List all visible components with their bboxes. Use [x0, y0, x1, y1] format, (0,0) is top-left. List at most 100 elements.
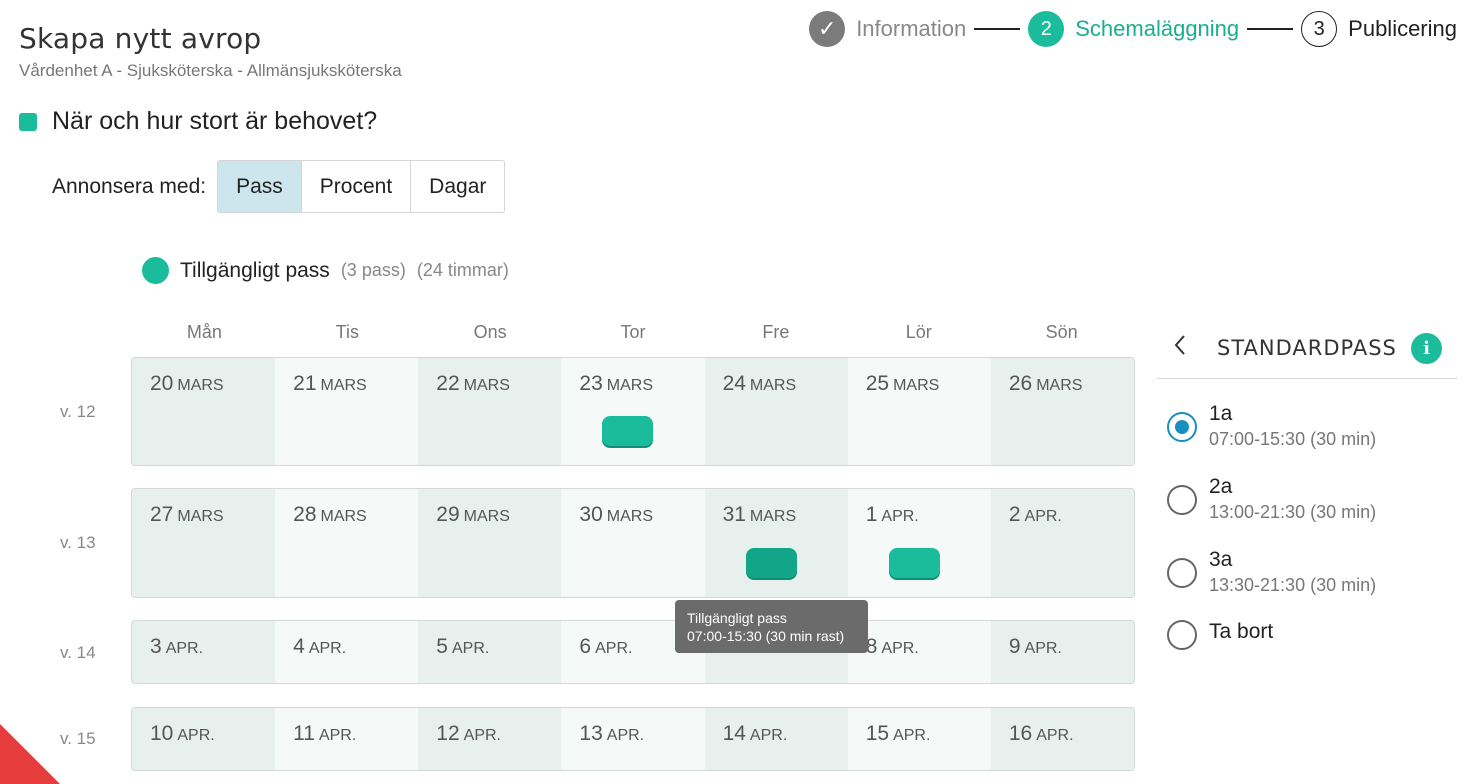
section-heading: När och hur stort är behovet? — [19, 107, 377, 136]
stepper: ✓ Information 2 Schemaläggning 3 Publice… — [809, 11, 1457, 47]
page-subtitle: Vårdenhet A - Sjuksköterska - Allmänsjuk… — [19, 61, 402, 80]
day-header: Mån — [186, 322, 222, 342]
calendar-day-cell[interactable]: 30 MARS — [561, 489, 705, 597]
page-title: Skapa nytt avrop — [19, 22, 262, 55]
calendar-day-cell[interactable]: 29 MARS — [418, 489, 562, 597]
step-number: 2 — [1028, 11, 1065, 47]
week-label: v. 15 — [60, 729, 96, 748]
option-time: 07:00-15:30 (30 min) — [1209, 429, 1377, 449]
option-name: 1a — [1209, 402, 1233, 425]
step-schemalaggning[interactable]: 2 Schemaläggning — [1028, 11, 1239, 47]
standardpass-option-2a[interactable]: 2a 13:00-21:30 (30 min) — [1167, 475, 1376, 523]
day-date: 1 APR. — [865, 503, 919, 526]
calendar-day-cell[interactable]: 25 MARS — [847, 358, 991, 465]
standardpass-panel: STANDARDPASS i 1a 07:00-15:30 (30 min) 2… — [1157, 330, 1457, 650]
day-date: 25 MARS — [865, 372, 940, 395]
step-information[interactable]: ✓ Information — [809, 11, 966, 47]
info-icon[interactable]: i — [1411, 332, 1442, 364]
shift-legend: Tillgängligt pass (3 pass) (24 timmar) — [142, 257, 520, 284]
step-label: Publicering — [1348, 16, 1457, 41]
radio-unchecked[interactable] — [1167, 558, 1197, 588]
day-date: 21 MARS — [293, 372, 367, 395]
week-row: 27 MARS 28 MARS 29 MARS 30 MARS 31 MARS 1 APR. 2 APR. — [131, 488, 1135, 598]
calendar-day-cell[interactable]: 21 MARS — [275, 358, 419, 465]
calendar-day-cell[interactable]: 27 MARS — [132, 489, 276, 597]
calendar-day-cell[interactable]: 16 APR. — [990, 708, 1134, 770]
day-date: 29 MARS — [436, 503, 510, 526]
annonsera-segmented: Pass Procent Dagar — [217, 160, 506, 213]
option-time: 13:30-21:30 (30 min) — [1209, 575, 1377, 595]
week-label: v. 13 — [60, 533, 96, 552]
step-label: Information — [856, 16, 967, 41]
day-header: Sön — [1045, 322, 1078, 342]
radio-checked[interactable] — [1167, 412, 1197, 442]
calendar-day-cell[interactable]: 22 MARS — [418, 358, 562, 465]
section-heading-text: När och hur stort är behovet? — [52, 107, 378, 135]
calendar-day-cell[interactable]: 5 APR. — [418, 621, 562, 683]
day-date: 30 MARS — [579, 503, 654, 526]
calendar-day-cell[interactable]: 14 APR. — [704, 708, 848, 770]
calendar-day-cell[interactable]: 28 MARS — [275, 489, 419, 597]
step-label: Schemaläggning — [1075, 16, 1240, 41]
legend-hours: (24 timmar) — [416, 260, 509, 280]
option-pass-button[interactable]: Pass — [218, 161, 302, 212]
option-name: 2a — [1209, 475, 1233, 498]
calendar-day-cell[interactable]: 26 MARS — [990, 358, 1134, 465]
day-header: Ons — [473, 322, 507, 342]
legend-count: (3 pass) — [340, 260, 406, 280]
calendar-day-cell[interactable]: 13 APR. — [561, 708, 705, 770]
week-row: 10 APR. 11 APR. 12 APR. 13 APR. 14 APR. 15 APR. 16 AP… — [131, 707, 1135, 771]
day-date: 13 APR. — [579, 722, 645, 745]
day-date: 31 MARS — [722, 503, 797, 526]
day-date: 4 APR. — [293, 635, 347, 658]
step-publicering[interactable]: 3 Publicering — [1301, 11, 1457, 47]
calendar-day-cell[interactable]: 23 MARS — [561, 358, 705, 465]
day-date: 15 APR. — [865, 722, 931, 745]
tooltip-detail: 07:00-15:30 (30 min rast) — [687, 628, 845, 644]
standardpass-option-ta-bort[interactable]: Ta bort — [1167, 620, 1273, 650]
calendar-day-cell[interactable]: 10 APR. — [132, 708, 276, 770]
calendar-day-cell[interactable]: 8 APR. — [847, 621, 991, 683]
shift-pill[interactable] — [888, 548, 940, 578]
day-date: 20 MARS — [150, 372, 224, 395]
day-date: 24 MARS — [722, 372, 797, 395]
standardpass-option-1a[interactable]: 1a 07:00-15:30 (30 min) — [1167, 402, 1376, 450]
calendar-day-cell[interactable]: 20 MARS — [132, 358, 276, 465]
shift-pill[interactable] — [602, 416, 654, 446]
week-label: v. 12 — [60, 402, 96, 421]
radio-unchecked[interactable] — [1167, 485, 1197, 515]
day-header: Tor — [620, 322, 646, 342]
day-date: 27 MARS — [150, 503, 224, 526]
step-number: 3 — [1301, 11, 1338, 47]
tooltip-title: Tillgängligt pass — [687, 610, 787, 626]
week-label: v. 14 — [60, 643, 96, 662]
day-date: 16 APR. — [1008, 722, 1074, 745]
day-date: 26 MARS — [1008, 372, 1083, 395]
standardpass-option-3a[interactable]: 3a 13:30-21:30 (30 min) — [1167, 548, 1376, 596]
calendar-day-cell[interactable]: 11 APR. — [275, 708, 419, 770]
calendar-day-cell[interactable]: 24 MARS — [704, 358, 848, 465]
calendar-day-cell[interactable]: 4 APR. — [275, 621, 419, 683]
day-date: 8 APR. — [865, 635, 919, 658]
calendar-day-cell[interactable]: 2 APR. — [990, 489, 1134, 597]
day-date: 14 APR. — [722, 722, 788, 745]
calendar-day-cell[interactable]: 12 APR. — [418, 708, 562, 770]
option-name: Ta bort — [1209, 620, 1274, 643]
calendar-day-headers: Mån Tis Ons Tor Fre Lör Sön — [133, 322, 1133, 343]
calendar-day-cell[interactable]: 9 APR. — [990, 621, 1134, 683]
step-connector — [1247, 28, 1294, 30]
chevron-left-icon[interactable] — [1173, 334, 1201, 363]
calendar-day-cell[interactable]: 1 APR. — [847, 489, 991, 597]
option-procent-button[interactable]: Procent — [301, 161, 412, 212]
day-date: 2 APR. — [1008, 503, 1062, 526]
check-icon: ✓ — [809, 11, 846, 47]
corner-decoration — [0, 724, 60, 784]
shift-pill[interactable] — [745, 548, 797, 578]
calendar-day-cell[interactable]: 31 MARS — [704, 489, 848, 597]
calendar-day-cell[interactable]: 3 APR. — [132, 621, 276, 683]
option-dagar-button[interactable]: Dagar — [411, 161, 505, 212]
week-row: 20 MARS 21 MARS 22 MARS 23 MARS 24 MARS 25 MARS 26 MA… — [131, 357, 1135, 466]
radio-unchecked[interactable] — [1167, 620, 1197, 650]
calendar-day-cell[interactable]: 15 APR. — [847, 708, 991, 770]
